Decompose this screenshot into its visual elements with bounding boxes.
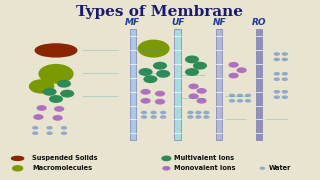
Text: Macromolecules: Macromolecules <box>32 165 92 171</box>
Circle shape <box>36 105 47 111</box>
Circle shape <box>141 111 147 114</box>
Circle shape <box>260 167 265 170</box>
Circle shape <box>57 80 71 88</box>
Circle shape <box>155 99 165 105</box>
Circle shape <box>32 131 38 135</box>
Circle shape <box>188 84 199 89</box>
Circle shape <box>33 114 44 120</box>
Circle shape <box>245 94 251 97</box>
Circle shape <box>196 88 207 94</box>
Circle shape <box>49 95 63 103</box>
Circle shape <box>274 77 280 81</box>
Text: Monovalent Ions: Monovalent Ions <box>174 165 236 171</box>
Ellipse shape <box>12 156 24 160</box>
Circle shape <box>237 99 243 103</box>
Circle shape <box>193 62 207 70</box>
Text: MF: MF <box>125 18 140 27</box>
Circle shape <box>228 62 239 68</box>
Circle shape <box>43 88 57 96</box>
Circle shape <box>153 62 167 70</box>
Bar <box>130 29 136 140</box>
Circle shape <box>187 111 194 114</box>
Circle shape <box>61 131 67 135</box>
Text: Multivalent Ions: Multivalent Ions <box>174 155 235 161</box>
Circle shape <box>29 79 54 94</box>
Circle shape <box>274 95 280 99</box>
Circle shape <box>161 156 172 161</box>
Circle shape <box>236 67 247 73</box>
Circle shape <box>203 115 210 119</box>
Circle shape <box>282 95 288 99</box>
Circle shape <box>195 115 202 119</box>
Text: RO: RO <box>252 18 267 27</box>
Circle shape <box>274 58 280 61</box>
Circle shape <box>160 111 166 114</box>
Circle shape <box>237 94 243 97</box>
Bar <box>216 29 222 140</box>
Circle shape <box>138 40 170 58</box>
Circle shape <box>156 70 170 78</box>
Circle shape <box>46 126 53 130</box>
Bar <box>256 29 262 140</box>
Circle shape <box>274 72 280 76</box>
Circle shape <box>61 126 67 130</box>
Circle shape <box>195 111 202 114</box>
Text: NF: NF <box>212 18 226 27</box>
Circle shape <box>282 90 288 94</box>
Circle shape <box>54 106 64 112</box>
Circle shape <box>155 91 165 96</box>
Circle shape <box>160 115 166 119</box>
Circle shape <box>229 99 235 103</box>
Circle shape <box>282 58 288 61</box>
Circle shape <box>139 68 153 76</box>
Text: Suspended Solids: Suspended Solids <box>32 155 98 161</box>
Circle shape <box>46 131 53 135</box>
Text: UF: UF <box>171 18 184 27</box>
Circle shape <box>229 94 235 97</box>
Circle shape <box>274 52 280 56</box>
Circle shape <box>140 89 151 95</box>
Circle shape <box>185 55 199 63</box>
Circle shape <box>38 64 74 84</box>
Text: Water: Water <box>269 165 291 171</box>
Circle shape <box>143 75 157 83</box>
Bar <box>174 29 181 140</box>
Circle shape <box>12 165 23 172</box>
Circle shape <box>162 166 171 171</box>
Text: Types of Membrane: Types of Membrane <box>76 5 244 19</box>
Circle shape <box>196 98 207 104</box>
Circle shape <box>282 52 288 56</box>
Circle shape <box>60 90 74 98</box>
Circle shape <box>274 90 280 94</box>
Circle shape <box>187 115 194 119</box>
Circle shape <box>52 115 63 121</box>
Ellipse shape <box>35 44 77 57</box>
Circle shape <box>188 93 199 99</box>
Circle shape <box>282 72 288 76</box>
Circle shape <box>32 126 38 130</box>
Circle shape <box>141 115 147 119</box>
Circle shape <box>140 98 151 104</box>
Circle shape <box>150 111 157 114</box>
Circle shape <box>245 99 251 103</box>
Circle shape <box>228 73 239 78</box>
Circle shape <box>203 111 210 114</box>
Circle shape <box>282 77 288 81</box>
Circle shape <box>185 68 199 76</box>
Circle shape <box>150 115 157 119</box>
